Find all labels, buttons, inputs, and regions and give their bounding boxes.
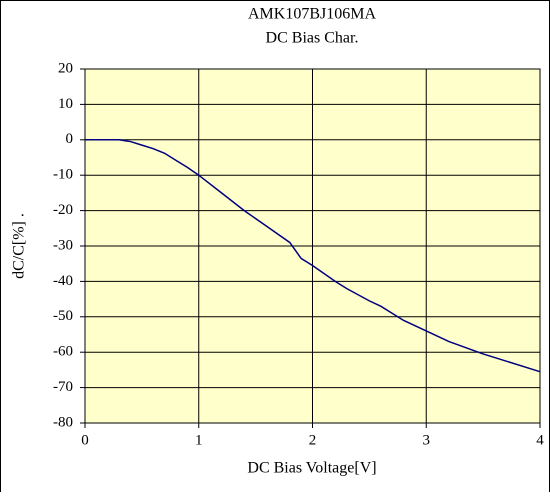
data-line <box>85 139 541 373</box>
y-tick-label: -40 <box>53 273 73 289</box>
y-tick-label: -10 <box>53 167 73 183</box>
y-tick-label: -70 <box>53 379 73 395</box>
y-tick-label: -60 <box>53 344 73 360</box>
y-tick-label: -20 <box>53 202 73 218</box>
y-tick-label: -30 <box>53 237 73 253</box>
y-axis-label: dC/C[%] . <box>11 213 28 279</box>
y-tick-label: -80 <box>53 414 73 430</box>
y-tick-label: 0 <box>66 131 74 147</box>
x-tick-label: 1 <box>195 432 203 448</box>
y-tick-label: 20 <box>58 60 73 76</box>
x-tick-label: 2 <box>309 432 317 448</box>
x-tick-label: 3 <box>423 432 431 448</box>
chart-subtitle: DC Bias Char. <box>266 30 359 47</box>
y-tick-label: -50 <box>53 308 73 324</box>
x-tick-label: 4 <box>536 432 544 448</box>
y-tick-label: 10 <box>58 96 73 112</box>
x-axis-label: DC Bias Voltage[V] <box>247 460 376 477</box>
chart-title: AMK107BJ106MA <box>248 6 376 23</box>
x-tick-label: 0 <box>81 432 89 448</box>
